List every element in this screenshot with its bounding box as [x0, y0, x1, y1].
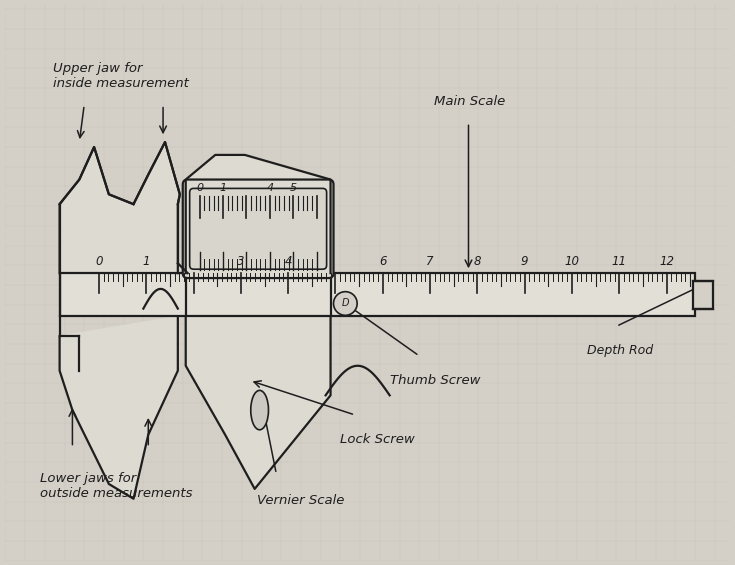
Text: 4: 4 [266, 183, 273, 193]
Text: Vernier Scale: Vernier Scale [257, 494, 344, 507]
Polygon shape [186, 155, 331, 273]
Polygon shape [186, 316, 331, 489]
Text: 0: 0 [96, 255, 103, 268]
FancyBboxPatch shape [183, 180, 334, 278]
Circle shape [334, 292, 357, 315]
Polygon shape [60, 142, 180, 273]
Text: Lock Screw: Lock Screw [340, 433, 415, 446]
Text: D: D [342, 298, 349, 308]
Text: Main Scale: Main Scale [434, 94, 505, 107]
Ellipse shape [251, 390, 268, 430]
Bar [693, 281, 713, 308]
Text: 9: 9 [521, 255, 528, 268]
Text: 12: 12 [659, 255, 674, 268]
Text: 4: 4 [284, 255, 292, 268]
Text: 10: 10 [564, 255, 579, 268]
FancyBboxPatch shape [190, 188, 326, 269]
Bar [60, 273, 695, 316]
Text: 1: 1 [220, 183, 226, 193]
Text: 6: 6 [379, 255, 387, 268]
Text: 3: 3 [237, 255, 245, 268]
Text: Thumb Screw: Thumb Screw [390, 373, 480, 386]
Text: 1: 1 [143, 255, 150, 268]
Text: Upper jaw for
inside measurement: Upper jaw for inside measurement [53, 62, 189, 90]
Text: 7: 7 [426, 255, 434, 268]
Text: 5: 5 [290, 183, 297, 193]
Bar [186, 273, 331, 316]
Text: 8: 8 [473, 255, 481, 268]
Text: 11: 11 [612, 255, 627, 268]
Text: 0: 0 [196, 183, 203, 193]
Text: Lower jaws for
outside measurements: Lower jaws for outside measurements [40, 472, 193, 500]
Text: Depth Rod: Depth Rod [587, 344, 653, 357]
Polygon shape [60, 316, 178, 499]
